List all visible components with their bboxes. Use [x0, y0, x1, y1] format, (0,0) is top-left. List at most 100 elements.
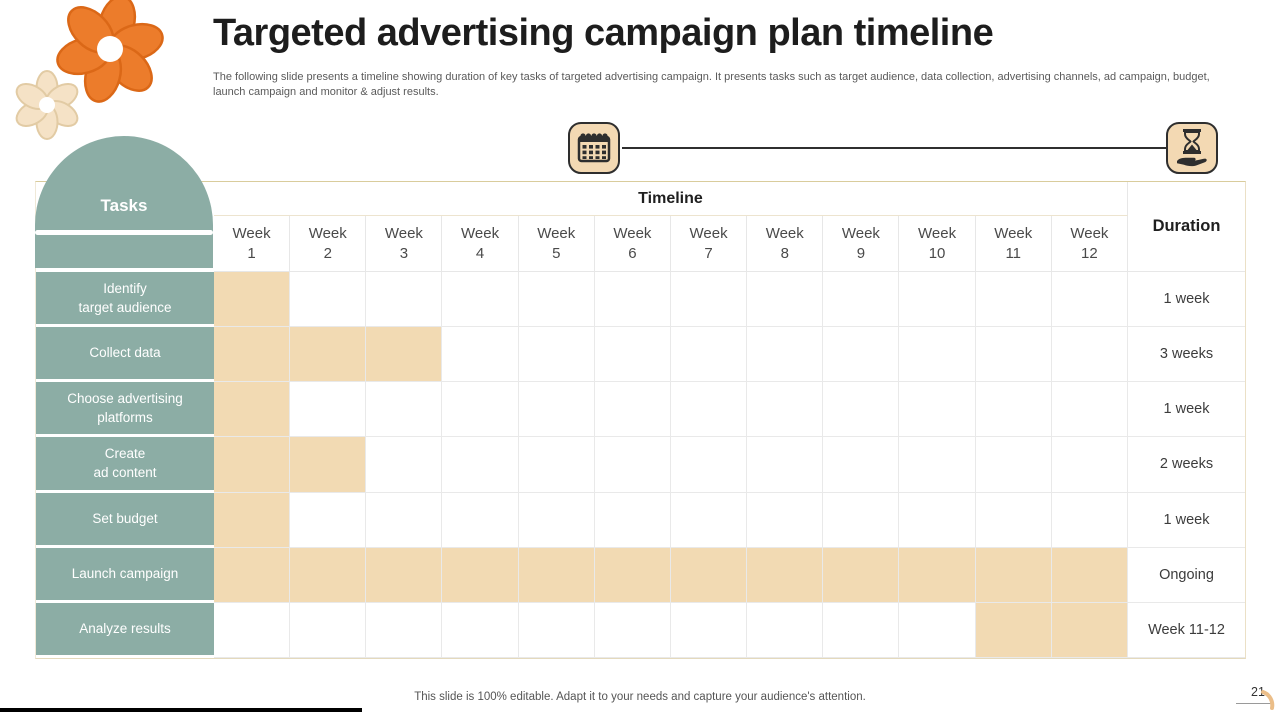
- gantt-empty-cell: [1051, 492, 1128, 548]
- gantt-empty-cell: [366, 437, 443, 493]
- gantt-empty-cell: [747, 437, 824, 493]
- gantt-empty-cell: [594, 437, 671, 493]
- gantt-bar-cell: [975, 602, 1052, 658]
- gantt-empty-cell: [518, 327, 595, 383]
- task-label: Collect data: [36, 327, 214, 383]
- week-header-11: Week 11: [975, 216, 1052, 272]
- week-header-5: Week 5: [518, 216, 595, 272]
- gantt-empty-cell: [975, 327, 1052, 383]
- gantt-bar-cell: [823, 547, 900, 603]
- gantt-empty-cell: [899, 382, 976, 438]
- week-header-8: Week 8: [747, 216, 824, 272]
- task-label: Analyze results: [36, 602, 214, 658]
- gantt-empty-cell: [823, 602, 900, 658]
- gantt-bar-cell: [670, 547, 748, 603]
- duration-value: Ongoing: [1127, 548, 1245, 603]
- gantt-empty-cell: [670, 437, 748, 493]
- gantt-empty-cell: [1051, 382, 1128, 438]
- tasks-header-divider: [35, 230, 213, 235]
- week-header-12: Week 12: [1051, 216, 1128, 272]
- tasks-header-label: Tasks: [100, 196, 148, 215]
- page-subtitle: The following slide presents a timeline …: [213, 71, 1210, 98]
- gantt-empty-cell: [442, 272, 519, 328]
- gantt-empty-cell: [594, 272, 671, 328]
- gantt-bar-cell: [747, 547, 824, 603]
- tasks-column-header: Tasks: [35, 136, 213, 268]
- gantt-empty-cell: [670, 327, 748, 383]
- gantt-empty-cell: [975, 492, 1052, 548]
- gantt-empty-cell: [975, 272, 1052, 328]
- task-label: Launch campaign: [36, 547, 214, 603]
- gantt-bar-cell: [290, 327, 367, 383]
- duration-value: 1 week: [1127, 382, 1245, 438]
- week-header-1: Week 1: [214, 216, 291, 272]
- week-header-3: Week 3: [366, 216, 443, 272]
- cream-flower-icon: [15, 70, 79, 140]
- gantt-empty-cell: [518, 382, 595, 438]
- gantt-empty-cell: [366, 602, 443, 658]
- gantt-empty-cell: [747, 272, 824, 328]
- gantt-empty-cell: [366, 492, 443, 548]
- gantt-empty-cell: [290, 272, 367, 328]
- gantt-empty-cell: [366, 382, 443, 438]
- gantt-bar-cell: [442, 547, 519, 603]
- gantt-empty-cell: [442, 437, 519, 493]
- gantt-empty-cell: [290, 382, 367, 438]
- task-label: Identify target audience: [36, 272, 214, 328]
- week-header-10: Week 10: [899, 216, 976, 272]
- duration-value: 1 week: [1127, 272, 1245, 328]
- duration-value: 3 weeks: [1127, 327, 1245, 383]
- gantt-bar-cell: [1051, 547, 1128, 603]
- gantt-empty-cell: [594, 327, 671, 383]
- gantt-empty-cell: [518, 602, 595, 658]
- week-header-2: Week 2: [290, 216, 367, 272]
- gantt-bar-cell: [214, 437, 291, 493]
- gantt-empty-cell: [290, 492, 367, 548]
- gantt-empty-cell: [747, 492, 824, 548]
- gantt-empty-cell: [442, 602, 519, 658]
- orange-flower-icon: [56, 0, 164, 103]
- gantt-empty-cell: [442, 327, 519, 383]
- gantt-bar-cell: [290, 547, 367, 603]
- task-label: Set budget: [36, 492, 214, 548]
- gantt-empty-cell: [1051, 327, 1128, 383]
- gantt-empty-cell: [518, 437, 595, 493]
- page-title: Targeted advertising campaign plan timel…: [213, 12, 994, 54]
- gantt-empty-cell: [518, 272, 595, 328]
- gantt-bar-cell: [214, 547, 291, 603]
- gantt-empty-cell: [442, 382, 519, 438]
- gantt-bar-cell: [899, 547, 976, 603]
- gantt-bar-cell: [366, 327, 443, 383]
- gantt-empty-cell: [1051, 272, 1128, 328]
- task-label: Create ad content: [36, 437, 214, 493]
- timeline-header: Timeline: [214, 182, 1128, 216]
- gantt-bar-cell: [214, 382, 291, 438]
- week-header-9: Week 9: [823, 216, 900, 272]
- gantt-bar-cell: [594, 547, 671, 603]
- gantt-empty-cell: [823, 382, 900, 438]
- gantt-empty-cell: [747, 327, 824, 383]
- gantt-bar-cell: [290, 437, 367, 493]
- gantt-empty-cell: [670, 492, 748, 548]
- duration-value: Week 11-12: [1127, 603, 1245, 658]
- calendar-icon: [568, 122, 620, 174]
- gantt-bar-cell: [366, 547, 443, 603]
- gantt-bar-cell: [214, 492, 291, 548]
- gantt-empty-cell: [747, 382, 824, 438]
- duration-header: Duration: [1127, 182, 1245, 272]
- flower-decoration: [15, 0, 164, 140]
- footer-divider-line: [0, 708, 362, 712]
- gantt-bar-cell: [975, 547, 1052, 603]
- gantt-empty-cell: [670, 382, 748, 438]
- week-header-4: Week 4: [442, 216, 519, 272]
- gantt-empty-cell: [518, 492, 595, 548]
- gantt-empty-cell: [823, 437, 900, 493]
- hourglass-hand-icon: [1166, 122, 1218, 174]
- gantt-bar-cell: [214, 272, 291, 328]
- duration-value: 1 week: [1127, 493, 1245, 548]
- task-label: Choose advertising platforms: [36, 382, 214, 438]
- week-header-6: Week 6: [594, 216, 671, 272]
- timeline-connector-line: [622, 147, 1166, 149]
- gantt-empty-cell: [899, 492, 976, 548]
